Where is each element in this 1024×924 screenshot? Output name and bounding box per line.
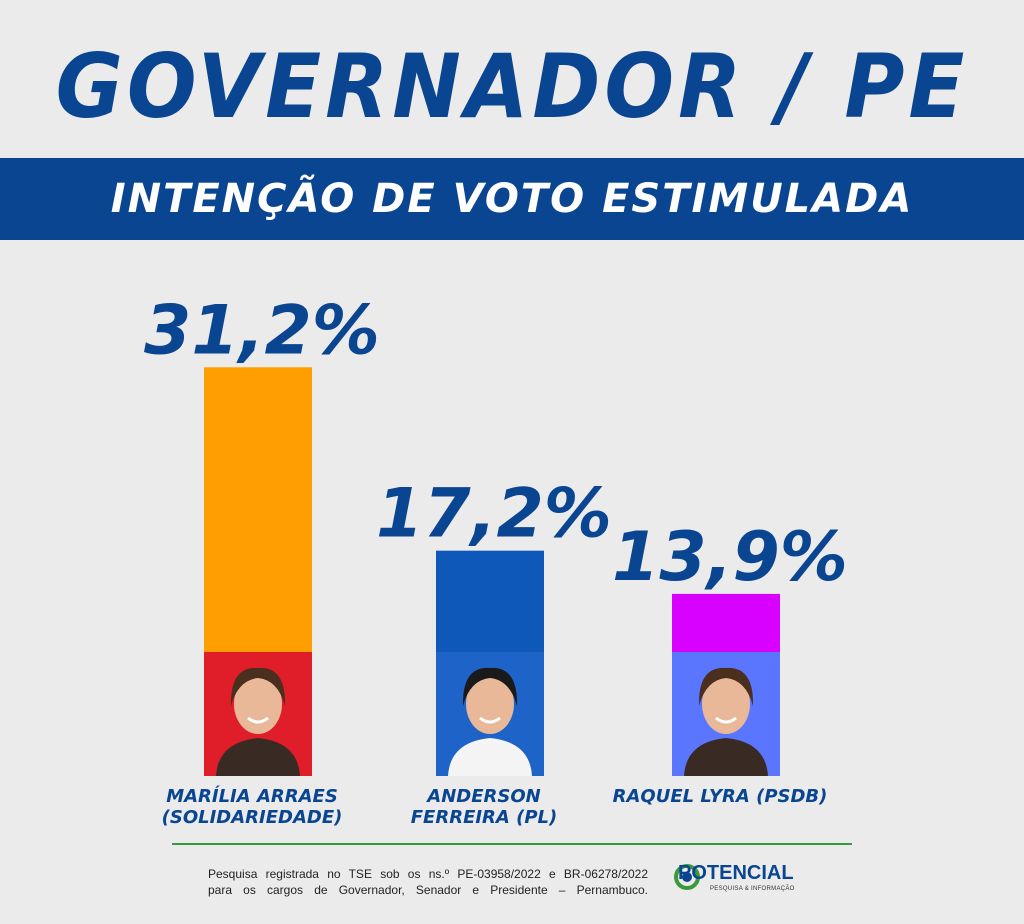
value-label-3: 13,9% bbox=[612, 518, 848, 597]
bar-chart: 31,2% MARÍLIA ARRAES(SOLIDARIEDADE) 17,2% A… bbox=[144, 291, 848, 828]
category-label-1-line-2: (SOLIDARIEDADE) bbox=[162, 807, 343, 828]
category-label-2-line-1: ANDERSON bbox=[425, 786, 540, 807]
bar-2 bbox=[436, 550, 544, 652]
footer-divider bbox=[172, 843, 852, 845]
logo-tagline: PESQUISA & INFORMAÇÃO bbox=[710, 886, 795, 892]
value-label-2: 17,2% bbox=[376, 475, 612, 554]
bar-1 bbox=[204, 367, 312, 652]
category-label-1-line-1: MARÍLIA ARRAES bbox=[166, 785, 338, 807]
footnote-line-1: Pesquisa registrada no TSE sob os ns.º P… bbox=[208, 867, 648, 881]
footnote-line-2: para os cargos de Governador, Senador e … bbox=[208, 883, 648, 897]
value-label-1: 31,2% bbox=[144, 291, 380, 370]
category-label-3-line-1: RAQUEL LYRA (PSDB) bbox=[613, 786, 828, 807]
logo-name: POTENCIAL bbox=[678, 862, 794, 884]
bar-3 bbox=[672, 593, 780, 652]
portrait-icon-2 bbox=[448, 667, 532, 776]
category-label-2-line-2: FERREIRA (PL) bbox=[411, 807, 557, 828]
logo-ring-icon bbox=[674, 864, 700, 890]
footnote: Pesquisa registrada no TSE sob os ns.º P… bbox=[208, 866, 648, 898]
portrait-icon-1 bbox=[216, 667, 300, 776]
bar-group-3: 13,9% RAQUEL LYRA (PSDB) bbox=[612, 518, 848, 807]
portrait-icon-3 bbox=[684, 667, 768, 776]
potencial-logo: POTENCIAL PESQUISA & INFORMAÇÃO bbox=[672, 860, 802, 900]
page-subtitle: INTENÇÃO DE VOTO ESTIMULADA bbox=[110, 176, 914, 222]
page-title: GOVERNADOR / PE bbox=[55, 36, 969, 139]
bar-group-1: 31,2% MARÍLIA ARRAES(SOLIDARIEDADE) bbox=[144, 291, 380, 828]
subtitle-band: INTENÇÃO DE VOTO ESTIMULADA bbox=[0, 158, 1024, 240]
